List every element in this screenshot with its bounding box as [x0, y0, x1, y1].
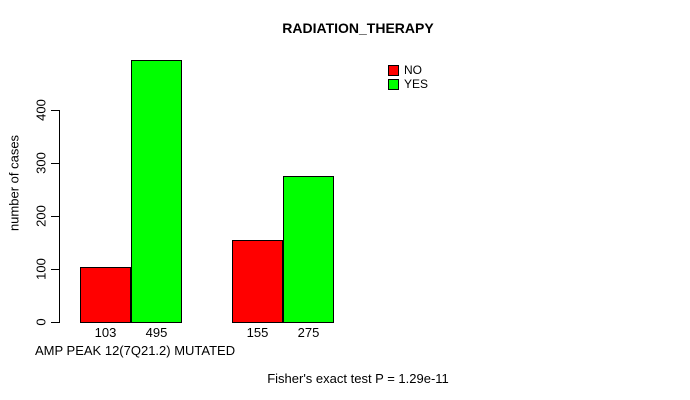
legend-label-yes: YES — [404, 77, 429, 91]
legend-item-no: NO — [388, 64, 428, 77]
y-tick-label: 400 — [33, 99, 49, 121]
bar-yes-group1 — [131, 60, 182, 323]
y-axis-label: number of cases — [6, 134, 22, 232]
fisher-test-note: Fisher's exact test P = 1.29e-11 — [267, 371, 449, 386]
y-tick-label: 300 — [33, 152, 49, 174]
y-tick-label: 200 — [33, 205, 49, 227]
bar-value-label: 495 — [145, 325, 168, 340]
y-tick-label: 100 — [33, 258, 49, 280]
legend-swatch-no — [388, 65, 399, 76]
chart-title: RADIATION_THERAPY — [282, 20, 434, 36]
bar-no-group1 — [80, 267, 131, 323]
bar-yes-group2 — [283, 176, 334, 323]
y-tick — [51, 216, 59, 217]
y-tick-label: 0 — [33, 318, 49, 326]
y-tick — [51, 163, 59, 164]
bar-value-label: 275 — [297, 325, 320, 340]
y-tick — [51, 269, 59, 270]
y-axis-line — [59, 110, 60, 323]
legend-swatch-yes — [388, 79, 399, 90]
bar-no-group2 — [232, 240, 283, 323]
y-tick — [51, 322, 59, 323]
y-tick — [51, 110, 59, 111]
legend-label-no: NO — [404, 63, 422, 77]
bar-value-label: 103 — [94, 325, 117, 340]
legend-item-yes: YES — [388, 78, 428, 91]
legend: NO YES — [388, 64, 428, 92]
x-axis-label: AMP PEAK 12(7Q21.2) MUTATED — [35, 343, 236, 358]
bar-value-label: 155 — [246, 325, 269, 340]
